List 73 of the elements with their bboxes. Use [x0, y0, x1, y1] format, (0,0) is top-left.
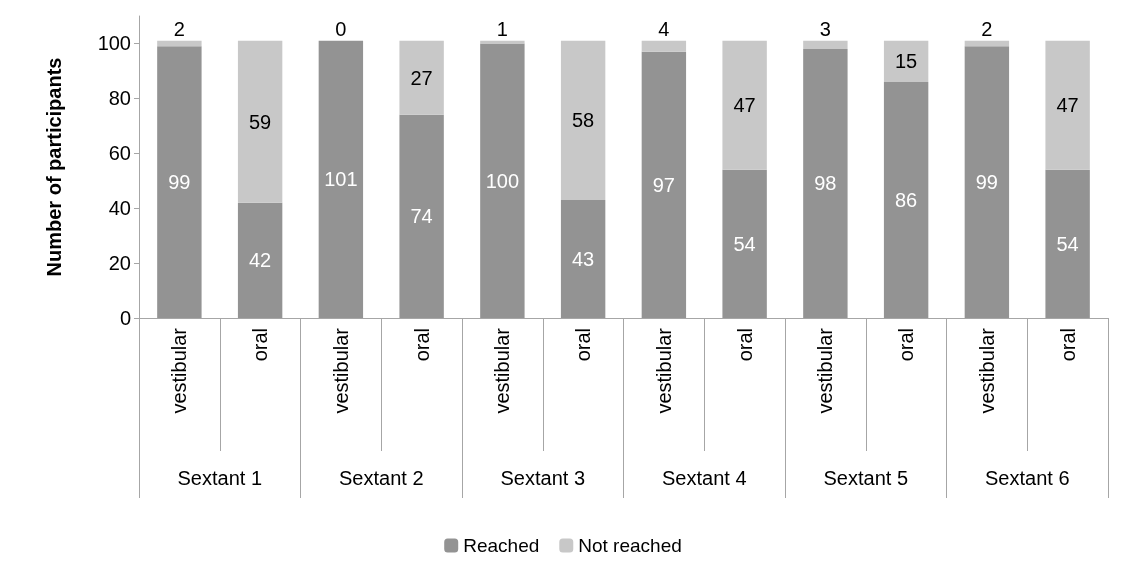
- bar: [964, 46, 1010, 318]
- data-label: 15: [895, 50, 918, 73]
- bar: [237, 202, 283, 318]
- text: Sextant 4: [661, 467, 747, 489]
- bar: [883, 40, 929, 82]
- x-tick-label: vestibular: [491, 327, 514, 414]
- bar: [560, 199, 606, 318]
- bar: [1045, 169, 1090, 318]
- bar: [157, 46, 202, 318]
- text: Sextant 5: [823, 467, 909, 489]
- data-label: 43: [572, 247, 595, 270]
- data-label: 3: [819, 17, 831, 40]
- y-tick-label: 60: [108, 142, 131, 165]
- y-tick-label: 100: [97, 32, 131, 55]
- x-tick-label: vestibular: [329, 327, 352, 414]
- bar: [318, 40, 364, 318]
- bar: [803, 40, 848, 49]
- data-label: 1: [496, 17, 508, 40]
- x-tick-label: oral: [733, 328, 756, 362]
- bar: [964, 40, 1010, 47]
- data-label: 99: [975, 171, 998, 194]
- x-tick-label: oral: [249, 328, 272, 362]
- data-label: 47: [733, 94, 756, 117]
- data-label: 86: [895, 188, 918, 211]
- bar: [883, 81, 929, 318]
- text: Sextant 1: [177, 467, 263, 489]
- data-label: 0: [335, 17, 347, 40]
- data-label: 4: [658, 17, 670, 40]
- text: Sextant 2: [338, 467, 424, 489]
- x-tick-label: vestibular: [975, 327, 998, 414]
- data-label: 101: [324, 168, 358, 191]
- data-label: 42: [249, 249, 272, 272]
- bar: [157, 40, 202, 47]
- data-label: 59: [249, 110, 272, 133]
- bar: [399, 114, 444, 318]
- bar: [399, 40, 444, 115]
- data-label: 58: [572, 109, 595, 132]
- data-label: 2: [173, 17, 185, 40]
- text: Sextant 3: [500, 467, 586, 489]
- data-label: 97: [652, 173, 675, 196]
- data-label: 54: [733, 232, 756, 255]
- data-label: 100: [485, 169, 520, 192]
- x-tick-label: vestibular: [814, 327, 837, 414]
- legend-label: Reached: [463, 535, 540, 556]
- bar: [722, 169, 767, 318]
- y-tick-label: 0: [119, 307, 131, 329]
- data-label: 74: [410, 205, 433, 228]
- bar: [237, 40, 283, 203]
- legend-label: Not reached: [578, 535, 682, 556]
- x-tick-label: oral: [1056, 328, 1079, 362]
- text: Sextant 6: [984, 467, 1070, 489]
- y-tick-label: 80: [108, 87, 131, 110]
- x-tick-label: vestibular: [652, 327, 675, 414]
- bar: [641, 40, 687, 52]
- bar: [480, 43, 525, 318]
- data-label: 99: [168, 171, 191, 194]
- data-label: 54: [1056, 232, 1079, 255]
- bar: [560, 40, 606, 200]
- data-label: 2: [981, 17, 993, 40]
- x-tick-label: oral: [410, 328, 433, 362]
- y-tick-label: 20: [108, 252, 131, 275]
- bar: [803, 48, 848, 318]
- data-label: 47: [1056, 94, 1079, 117]
- y-tick-label: 40: [108, 197, 131, 220]
- bar: [722, 40, 767, 170]
- bar: [1045, 40, 1090, 170]
- bar: [641, 51, 687, 318]
- y-axis-title: Number of participants: [43, 57, 65, 277]
- x-tick-label: vestibular: [168, 327, 191, 414]
- x-tick-label: oral: [572, 328, 595, 362]
- x-tick-label: oral: [895, 328, 918, 362]
- data-label: 27: [410, 66, 433, 89]
- data-label: 98: [814, 172, 837, 195]
